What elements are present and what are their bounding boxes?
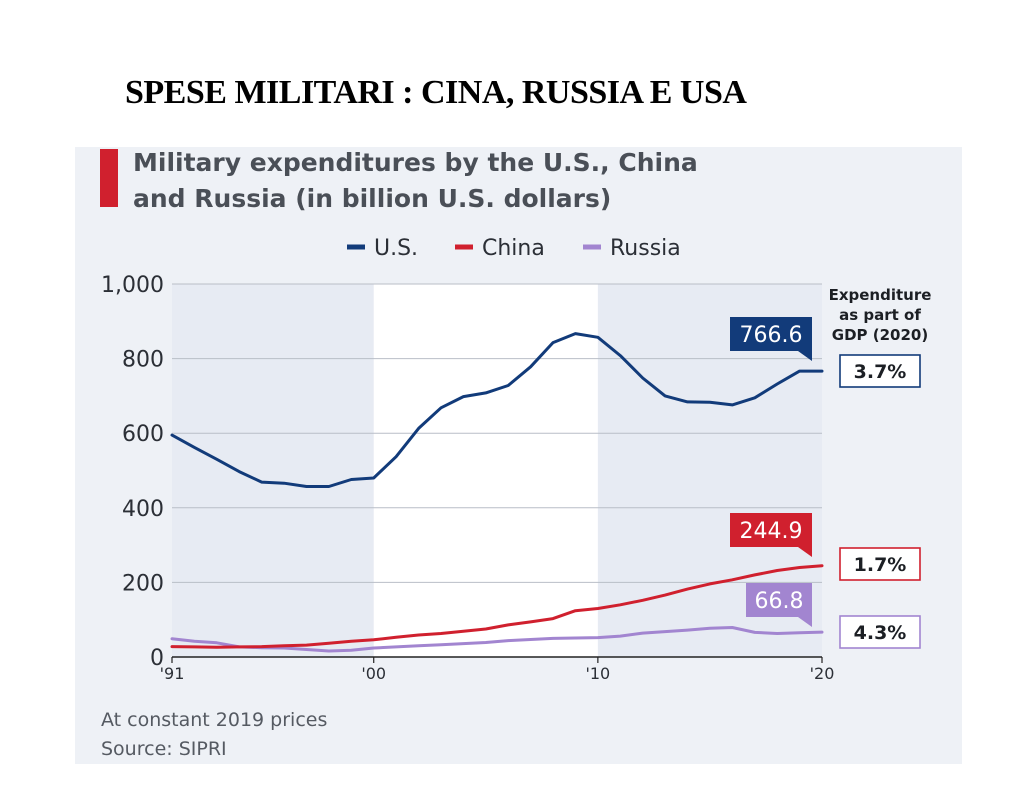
end-value-label: 244.9 [740,519,803,544]
shaded-decade-band-1 [172,284,374,657]
x-tick-label: '20 [810,664,835,683]
y-tick-label: 0 [150,646,164,671]
x-tick-label: '10 [585,664,610,683]
gdp-share-value: 3.7% [854,361,907,383]
x-tick-label: '00 [361,664,386,683]
end-value-callout-box [746,583,812,627]
end-value-label: 66.8 [755,589,804,614]
y-tick-label: 200 [122,571,164,596]
legend-label: China [482,236,545,261]
gdp-panel-header: as part of [839,306,921,324]
footnote-prices: At constant 2019 prices [101,709,328,731]
gdp-share-box [839,354,921,388]
series-line-china [170,564,824,649]
end-value-callout-box [730,513,812,557]
chart-title-line-2: and Russia (in billion U.S. dollars) [133,184,612,213]
legend-label: U.S. [374,236,418,261]
footnote-source: Source: SIPRI [101,738,227,760]
gdp-panel-header: Expenditure [829,286,932,304]
y-tick-label: 800 [122,348,164,373]
chart-footnote: At constant 2019 prices Source: SIPRI [101,706,327,764]
end-value-label: 766.6 [740,323,803,348]
chart-title-line-1: Military expenditures by the U.S., China [133,148,698,177]
gdp-share-box [839,547,921,581]
gdp-share-box [839,615,921,649]
end-value-callout-box [730,317,812,361]
title-accent-bar [100,149,118,207]
y-tick-label: 400 [122,497,164,522]
chart-title: Military expenditures by the U.S., China… [133,145,733,217]
x-tick-label: '91 [160,664,185,683]
y-tick-label: 1,000 [101,273,164,298]
series-line-russia [170,626,824,653]
series-line-us [170,332,824,488]
gdp-panel-header: GDP (2020) [832,326,928,344]
legend-label: Russia [610,236,681,261]
y-tick-label: 600 [122,422,164,447]
gdp-share-value: 4.3% [854,622,907,644]
page-title: SPESE MILITARI : CINA, RUSSIA E USA [125,74,747,111]
gdp-share-value: 1.7% [854,554,907,576]
